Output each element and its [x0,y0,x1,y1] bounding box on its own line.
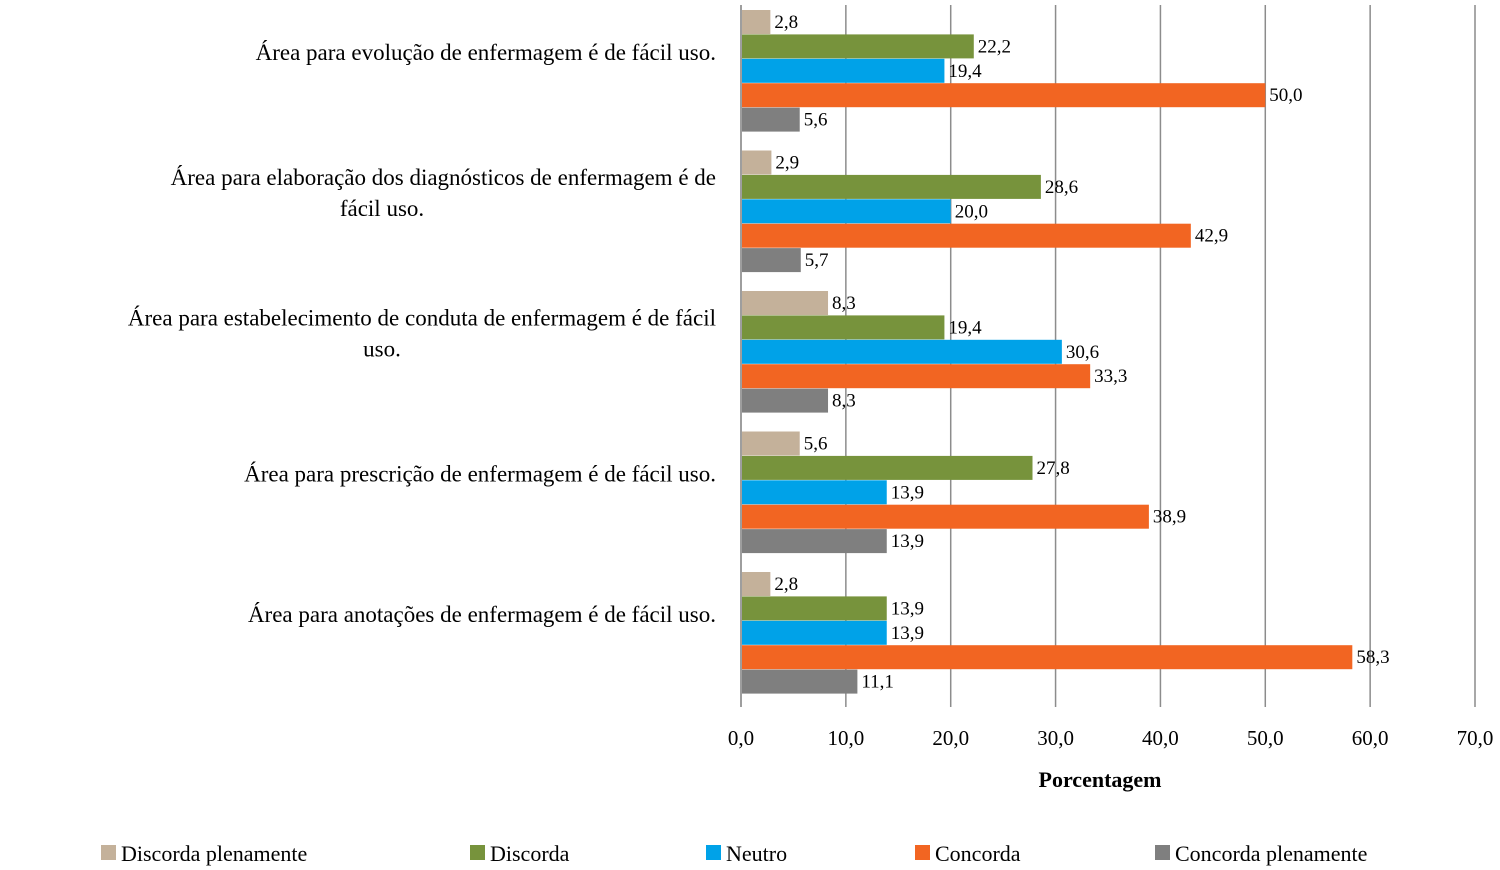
legend-label: Concorda [935,841,1021,866]
legend-swatch [470,845,485,860]
bar [742,596,887,621]
category-label: fácil uso. [340,196,424,221]
data-label: 13,9 [891,623,924,644]
legend-swatch [706,845,721,860]
x-axis-title: Porcentagem [1039,767,1162,792]
bar [742,645,1353,670]
bar [742,529,887,554]
data-label: 2,8 [774,574,798,595]
category-label: Área para anotações de enfermagem é de f… [248,602,716,627]
data-label: 30,6 [1066,342,1099,363]
value-labels: 2,8 22,2 19,4 50,0 5,6 2,9 28,6 20,0 42,9 5,7 8,3 1… [774,12,1389,693]
bar [742,620,887,645]
data-label: 8,3 [832,293,856,314]
x-tick-labels: 0,0 10,0 20,0 30,0 40,0 50,0 60,0 70,0 [728,726,1494,750]
x-tick-label: 30,0 [1037,726,1074,750]
data-label: 2,8 [774,12,798,33]
legend-label: Discorda [490,841,570,866]
bar [742,10,771,34]
bar [742,248,801,273]
bar [742,174,1041,199]
data-label: 11,1 [861,672,894,693]
bar [742,83,1266,108]
bar [742,223,1191,248]
data-label: 5,6 [804,434,828,455]
data-label: 58,3 [1356,647,1389,668]
bar [742,669,858,694]
data-label: 8,3 [832,391,856,412]
data-label: 19,4 [948,61,982,82]
x-tick-label: 50,0 [1247,726,1284,750]
bar [742,315,945,340]
data-label: 5,7 [805,250,829,271]
legend-label: Neutro [726,841,787,866]
legend-swatch [1155,845,1170,860]
bar [742,572,771,596]
data-label: 20,0 [955,201,988,222]
legend: Discorda plenamente Discorda Neutro Concord… [101,841,1367,866]
legend-label: Concorda plenamente [1175,841,1367,866]
data-label: 22,2 [978,36,1011,57]
data-label: 50,0 [1269,85,1302,106]
category-label: Área para estabelecimento de conduta de … [128,306,716,331]
bar [742,388,829,413]
bar [742,107,800,132]
legend-swatch [101,845,116,860]
category-label: uso. [363,337,401,362]
category-label: Área para elaboração dos diagnósticos de… [171,165,716,190]
x-tick-label: 40,0 [1142,726,1179,750]
category-label: Área para prescrição de enfermagem é de … [244,462,716,487]
bar [742,339,1062,364]
category-labels: Área para evolução de enfermagem é de fá… [128,40,716,627]
bars [742,10,1353,694]
data-label: 27,8 [1037,458,1070,479]
bar [742,150,772,175]
x-tick-label: 20,0 [932,726,969,750]
x-tick-label: 0,0 [728,726,754,750]
legend-label: Discorda plenamente [121,841,307,866]
bar [742,364,1091,389]
bar [742,199,951,224]
bar [742,34,974,59]
data-label: 33,3 [1094,366,1127,387]
category-label: Área para evolução de enfermagem é de fá… [256,40,716,65]
data-label: 13,9 [891,598,924,619]
bar [742,480,887,505]
data-label: 5,6 [804,110,828,131]
bar [742,504,1149,529]
data-label: 38,9 [1153,507,1186,528]
data-label: 28,6 [1045,177,1078,198]
data-label: 19,4 [948,317,982,338]
legend-swatch [915,845,930,860]
x-tick-label: 70,0 [1457,726,1494,750]
x-tick-label: 60,0 [1352,726,1389,750]
data-label: 13,9 [891,531,924,552]
bar [742,455,1033,480]
data-label: 13,9 [891,482,924,503]
data-label: 2,9 [775,153,799,174]
x-tick-label: 10,0 [827,726,864,750]
bar [742,431,800,456]
bar [742,58,945,83]
data-label: 42,9 [1195,226,1228,247]
bar [742,291,829,315]
